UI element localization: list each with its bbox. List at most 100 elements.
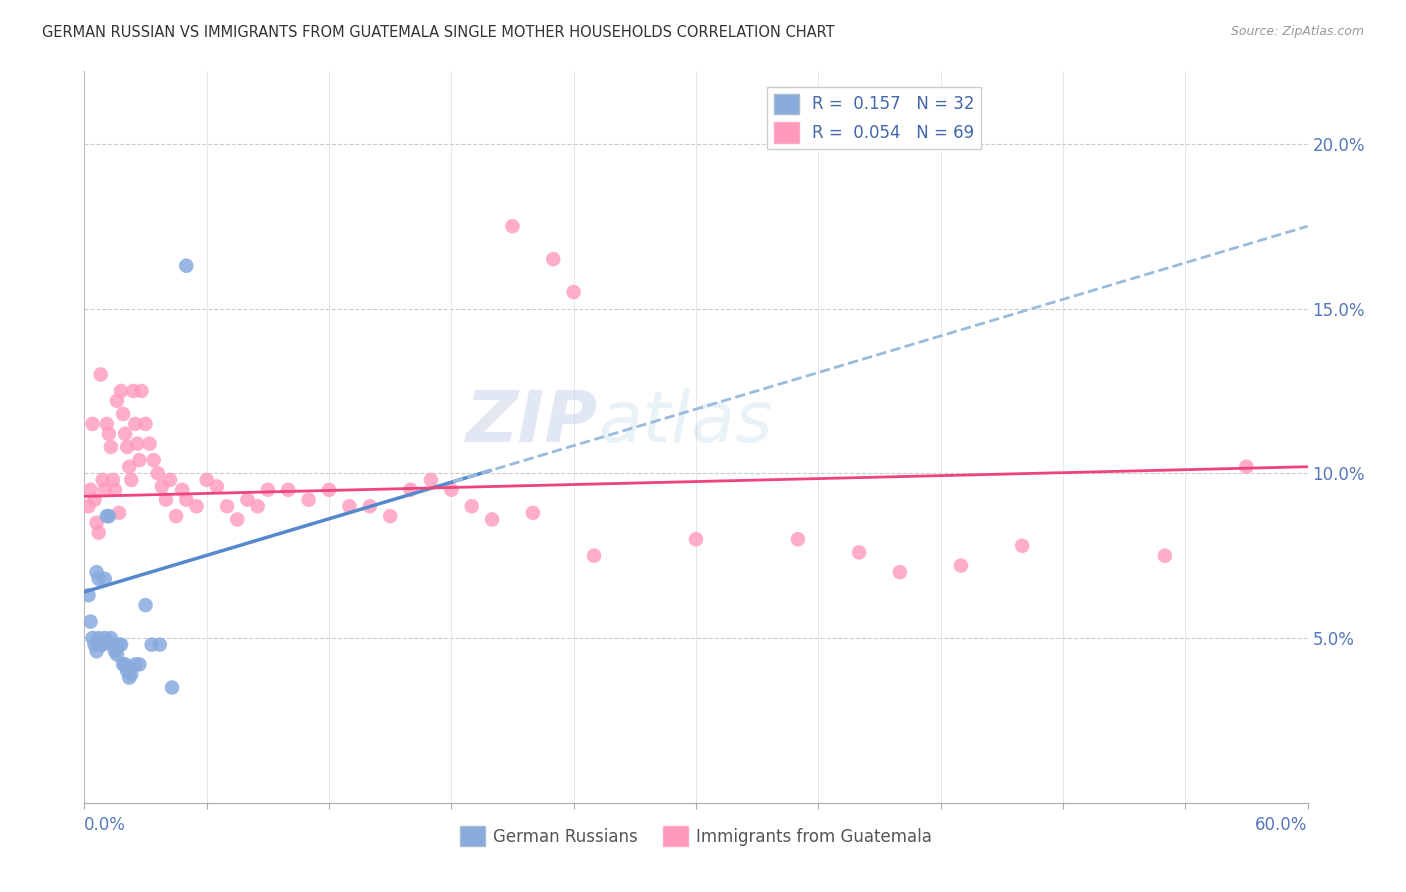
Point: [217, 500, 239, 514]
Point: [100, 631, 122, 645]
Point: [1154, 549, 1177, 563]
Point: [82, 417, 104, 431]
Point: [135, 598, 157, 612]
Point: [135, 417, 157, 431]
Point: [1236, 459, 1258, 474]
Point: [138, 436, 160, 450]
Point: [522, 506, 544, 520]
Point: [440, 483, 463, 497]
Point: [90, 368, 112, 382]
Text: Source: ZipAtlas.com: Source: ZipAtlas.com: [1230, 25, 1364, 38]
Point: [87, 572, 110, 586]
Point: [83, 638, 105, 652]
Point: [128, 453, 150, 467]
Point: [79, 615, 101, 629]
Text: GERMAN RUSSIAN VS IMMIGRANTS FROM GUATEMALA SINGLE MOTHER HOUSEHOLDS CORRELATION: GERMAN RUSSIAN VS IMMIGRANTS FROM GUATEM…: [42, 25, 835, 40]
Point: [112, 407, 135, 421]
Point: [118, 459, 141, 474]
Point: [83, 492, 105, 507]
Point: [787, 533, 810, 547]
Point: [150, 479, 173, 493]
Point: [195, 473, 218, 487]
Point: [543, 252, 565, 267]
Point: [461, 500, 484, 514]
Point: [159, 473, 181, 487]
Point: [481, 512, 503, 526]
Point: [1011, 539, 1033, 553]
Point: [172, 483, 194, 497]
Point: [186, 500, 208, 514]
Point: [96, 509, 118, 524]
Point: [108, 506, 131, 520]
Point: [93, 631, 115, 645]
Point: [562, 285, 585, 299]
Point: [114, 426, 136, 441]
Point: [205, 479, 228, 493]
Point: [91, 473, 114, 487]
Point: [87, 525, 110, 540]
Point: [115, 664, 138, 678]
Point: [236, 492, 259, 507]
Point: [399, 483, 422, 497]
Text: ZIP: ZIP: [465, 388, 598, 457]
Point: [420, 473, 443, 487]
Point: [110, 638, 132, 652]
Point: [82, 631, 104, 645]
Point: [226, 512, 249, 526]
Point: [124, 657, 146, 672]
Point: [128, 657, 150, 672]
Point: [120, 473, 142, 487]
Point: [124, 417, 146, 431]
Point: [149, 638, 172, 652]
Point: [318, 483, 340, 497]
Point: [100, 440, 122, 454]
Point: [104, 483, 127, 497]
Point: [77, 500, 100, 514]
Point: [848, 545, 870, 559]
Point: [339, 500, 361, 514]
Point: [114, 657, 136, 672]
Point: [127, 436, 149, 450]
Point: [91, 638, 114, 652]
Point: [90, 638, 112, 652]
Point: [380, 509, 402, 524]
Point: [165, 509, 187, 524]
Point: [122, 384, 145, 398]
Point: [86, 516, 108, 530]
Point: [93, 572, 115, 586]
Point: [174, 259, 197, 273]
Point: [105, 393, 128, 408]
Point: [685, 533, 707, 547]
Point: [131, 384, 153, 398]
Point: [79, 483, 101, 497]
Text: atlas: atlas: [598, 388, 773, 457]
Point: [174, 492, 197, 507]
Point: [502, 219, 524, 234]
Point: [86, 565, 108, 579]
Point: [93, 483, 115, 497]
Point: [583, 549, 606, 563]
Point: [118, 671, 141, 685]
Point: [77, 588, 100, 602]
Point: [110, 384, 132, 398]
Point: [87, 631, 110, 645]
Point: [257, 483, 280, 497]
Point: [155, 492, 177, 507]
Point: [141, 638, 163, 652]
Legend: German Russians, Immigrants from Guatemala: German Russians, Immigrants from Guatema…: [453, 820, 939, 853]
Point: [97, 426, 120, 441]
Point: [105, 648, 128, 662]
Point: [359, 500, 381, 514]
Point: [101, 638, 124, 652]
Point: [86, 644, 108, 658]
Point: [160, 681, 183, 695]
Point: [101, 473, 124, 487]
Point: [112, 657, 135, 672]
Text: 0.0%: 0.0%: [84, 816, 127, 834]
Point: [108, 638, 131, 652]
Point: [298, 492, 321, 507]
Point: [246, 500, 269, 514]
Point: [104, 644, 127, 658]
Point: [142, 453, 165, 467]
Point: [120, 667, 142, 681]
